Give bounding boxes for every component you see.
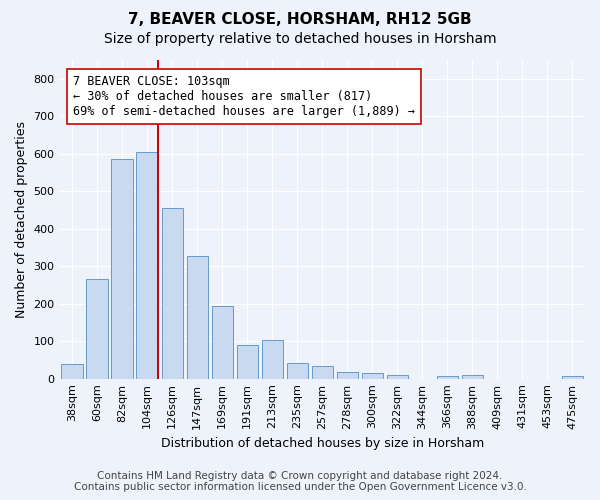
Bar xyxy=(337,372,358,378)
Text: Contains HM Land Registry data © Crown copyright and database right 2024.
Contai: Contains HM Land Registry data © Crown c… xyxy=(74,471,526,492)
Bar xyxy=(362,373,383,378)
Bar xyxy=(387,375,408,378)
Bar xyxy=(161,208,183,378)
Bar xyxy=(187,256,208,378)
Bar xyxy=(236,345,258,378)
Bar xyxy=(136,152,158,378)
Bar xyxy=(61,364,83,378)
Text: 7, BEAVER CLOSE, HORSHAM, RH12 5GB: 7, BEAVER CLOSE, HORSHAM, RH12 5GB xyxy=(128,12,472,28)
Bar xyxy=(311,366,333,378)
Text: Size of property relative to detached houses in Horsham: Size of property relative to detached ho… xyxy=(104,32,496,46)
X-axis label: Distribution of detached houses by size in Horsham: Distribution of detached houses by size … xyxy=(161,437,484,450)
Bar xyxy=(212,306,233,378)
Text: 7 BEAVER CLOSE: 103sqm
← 30% of detached houses are smaller (817)
69% of semi-de: 7 BEAVER CLOSE: 103sqm ← 30% of detached… xyxy=(73,75,415,118)
Bar xyxy=(262,340,283,378)
Bar xyxy=(462,375,483,378)
Bar xyxy=(86,280,108,378)
Y-axis label: Number of detached properties: Number of detached properties xyxy=(15,121,28,318)
Bar xyxy=(287,363,308,378)
Bar xyxy=(112,160,133,378)
Bar xyxy=(437,376,458,378)
Bar xyxy=(562,376,583,378)
